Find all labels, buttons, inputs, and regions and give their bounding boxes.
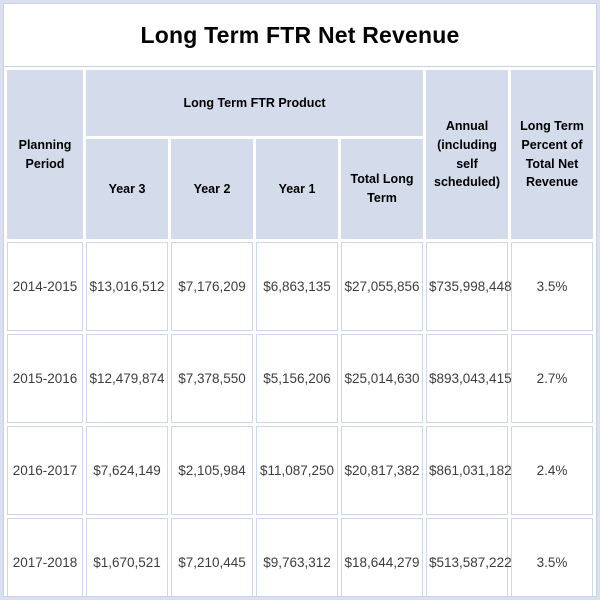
- cell-total-long-term: $20,817,382: [341, 426, 423, 515]
- cell-year-2: $7,378,550: [171, 334, 253, 423]
- cell-planning-period: 2014-2015: [7, 242, 83, 331]
- cell-annual: $513,587,222: [426, 518, 512, 596]
- cell-planning-period: 2017-2018: [7, 518, 83, 596]
- col-header-year-2: Year 2: [171, 139, 253, 239]
- cell-percent: 3.5%: [511, 242, 593, 331]
- cell-year-3: $12,479,874: [86, 334, 168, 423]
- table-row: 2014-2015 $13,016,512 $7,176,209 $6,863,…: [7, 242, 593, 331]
- cell-year-3: $13,016,512: [86, 242, 168, 331]
- cell-percent: 2.4%: [511, 426, 593, 515]
- cell-percent: 2.7%: [511, 334, 593, 423]
- col-header-year-3: Year 3: [86, 139, 168, 239]
- cell-year-3: $7,624,149: [86, 426, 168, 515]
- col-header-annual: Annual (including self scheduled): [426, 70, 508, 239]
- cell-year-1: $5,156,206: [256, 334, 338, 423]
- cell-year-2: $2,105,984: [171, 426, 253, 515]
- table-row: 2016-2017 $7,624,149 $2,105,984 $11,087,…: [7, 426, 593, 515]
- cell-total-long-term: $27,055,856: [341, 242, 423, 331]
- cell-year-3: $1,670,521: [86, 518, 168, 596]
- cell-year-1: $6,863,135: [256, 242, 338, 331]
- cell-total-long-term: $18,644,279: [341, 518, 423, 596]
- header-sub-row: Year 3 Year 2 Year 1 Total Long Term: [7, 139, 593, 239]
- cell-total-long-term: $25,014,630: [341, 334, 423, 423]
- page-title: Long Term FTR Net Revenue: [4, 4, 596, 67]
- cell-year-2: $7,176,209: [171, 242, 253, 331]
- table-row: 2017-2018 $1,670,521 $7,210,445 $9,763,3…: [7, 518, 593, 596]
- col-header-year-1: Year 1: [256, 139, 338, 239]
- cell-planning-period: 2015-2016: [7, 334, 83, 423]
- col-header-total-long-term: Total Long Term: [341, 139, 423, 239]
- ftr-net-revenue-table: Planning Period Long Term FTR Product An…: [4, 67, 596, 596]
- cell-year-2: $7,210,445: [171, 518, 253, 596]
- cell-annual: $735,998,448: [426, 242, 512, 331]
- table-row: 2015-2016 $12,479,874 $7,378,550 $5,156,…: [7, 334, 593, 423]
- cell-annual: $861,031,182: [426, 426, 512, 515]
- cell-year-1: $9,763,312: [256, 518, 338, 596]
- cell-annual: $893,043,415: [426, 334, 512, 423]
- cell-percent: 3.5%: [511, 518, 593, 596]
- col-group-long-term-ftr-product: Long Term FTR Product: [86, 70, 423, 136]
- col-header-long-term-percent: Long Term Percent of Total Net Revenue: [511, 70, 593, 239]
- header-group-row: Planning Period Long Term FTR Product An…: [7, 70, 593, 239]
- cell-year-1: $11,087,250: [256, 426, 338, 515]
- content-area: Long Term FTR Net Revenue Planning Perio…: [3, 3, 597, 597]
- cell-planning-period: 2016-2017: [7, 426, 83, 515]
- col-header-planning-period: Planning Period: [7, 70, 83, 239]
